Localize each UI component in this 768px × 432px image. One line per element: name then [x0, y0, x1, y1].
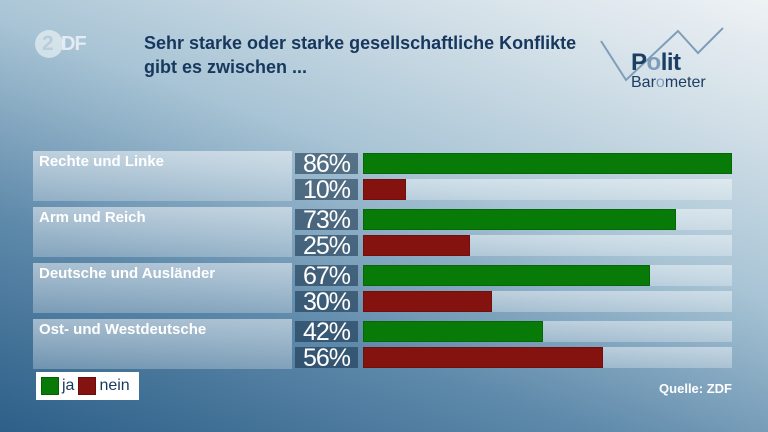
legend-label: nein — [99, 377, 130, 394]
category-band: Deutsche und Ausländer — [33, 263, 292, 313]
chart-group: Arm und Reich 73% 25% — [33, 207, 732, 259]
politbarometer-logo: Polit Barometer — [595, 18, 743, 94]
bar-nein — [363, 291, 492, 312]
zigzag-line-icon — [600, 27, 724, 82]
politbarometer-word1: Polit — [631, 49, 681, 77]
bar-track — [363, 347, 732, 368]
value-label-ja: 42% — [295, 320, 358, 345]
bar-track — [363, 153, 732, 174]
legend-swatch-icon — [41, 377, 59, 395]
chart-group: Ost- und Westdeutsche 42% 56% — [33, 319, 732, 371]
category-label: Ost- und Westdeutsche — [39, 321, 207, 338]
value-label-nein: 56% — [295, 346, 358, 371]
category-label: Arm und Reich — [39, 209, 146, 226]
bar-track — [363, 235, 732, 256]
chart-title: Sehr starke oder starke gesellschaftlich… — [144, 31, 576, 79]
baro-o: o — [655, 74, 665, 91]
category-band: Ost- und Westdeutsche — [33, 319, 292, 369]
zdf-logo-circle — [35, 30, 63, 58]
baro-bar: Bar — [631, 74, 656, 91]
politbarometer-word2: Barometer — [631, 74, 706, 92]
bar-nein — [363, 235, 471, 256]
source-credit: Quelle: ZDF — [659, 381, 732, 396]
polit-o: o — [646, 49, 662, 76]
bar-track — [363, 179, 732, 200]
zdf-logo-letters: DF — [61, 33, 87, 55]
bar-ja — [363, 153, 732, 174]
bar-track — [363, 265, 732, 286]
bar-track — [363, 291, 732, 312]
bar-row-nein: 30% — [295, 290, 732, 315]
value-label-nein: 30% — [295, 290, 358, 315]
polit-p: P — [631, 49, 647, 76]
zdf-logo: 2 DF — [35, 30, 95, 60]
bar-ja — [363, 265, 651, 286]
category-label: Deutsche und Ausländer — [39, 265, 216, 282]
bar-row-ja: 42% — [295, 320, 732, 345]
bar-nein — [363, 179, 406, 200]
bar-row-nein: 10% — [295, 178, 732, 203]
bar-nein — [363, 347, 604, 368]
baro-meter: meter — [664, 74, 706, 91]
value-label-ja: 67% — [295, 264, 358, 289]
bar-row-ja: 67% — [295, 264, 732, 289]
value-label-nein: 25% — [295, 234, 358, 259]
bar-ja — [363, 209, 677, 230]
value-label-ja: 86% — [295, 152, 358, 177]
bar-track — [363, 209, 732, 230]
chart-group: Rechte und Linke 86% 10% — [33, 151, 732, 203]
legend-label: ja — [62, 377, 75, 394]
category-label: Rechte und Linke — [39, 153, 165, 170]
legend-item: nein — [78, 377, 130, 395]
polit-lit: lit — [660, 49, 681, 76]
bar-row-nein: 56% — [295, 346, 732, 371]
bar-row-nein: 25% — [295, 234, 732, 259]
legend-item: ja — [41, 377, 74, 395]
value-label-nein: 10% — [295, 178, 358, 203]
chart-title-line1: Sehr starke oder starke gesellschaftlich… — [144, 33, 577, 53]
category-band: Arm und Reich — [33, 207, 292, 257]
bar-row-ja: 73% — [295, 208, 732, 233]
chart: Rechte und Linke 86% 10% Arm und Reich 7… — [33, 151, 732, 375]
value-label-ja: 73% — [295, 208, 358, 233]
category-band: Rechte und Linke — [33, 151, 292, 201]
legend-swatch-icon — [78, 377, 97, 395]
bar-track — [363, 321, 732, 342]
legend: ja nein — [36, 372, 139, 400]
chart-title-line2: gibt es zwischen ... — [144, 57, 308, 77]
bar-row-ja: 86% — [295, 152, 732, 177]
chart-group: Deutsche und Ausländer 67% 30% — [33, 263, 732, 315]
bar-ja — [363, 321, 544, 342]
zdf-logo-digit: 2 — [42, 32, 54, 55]
